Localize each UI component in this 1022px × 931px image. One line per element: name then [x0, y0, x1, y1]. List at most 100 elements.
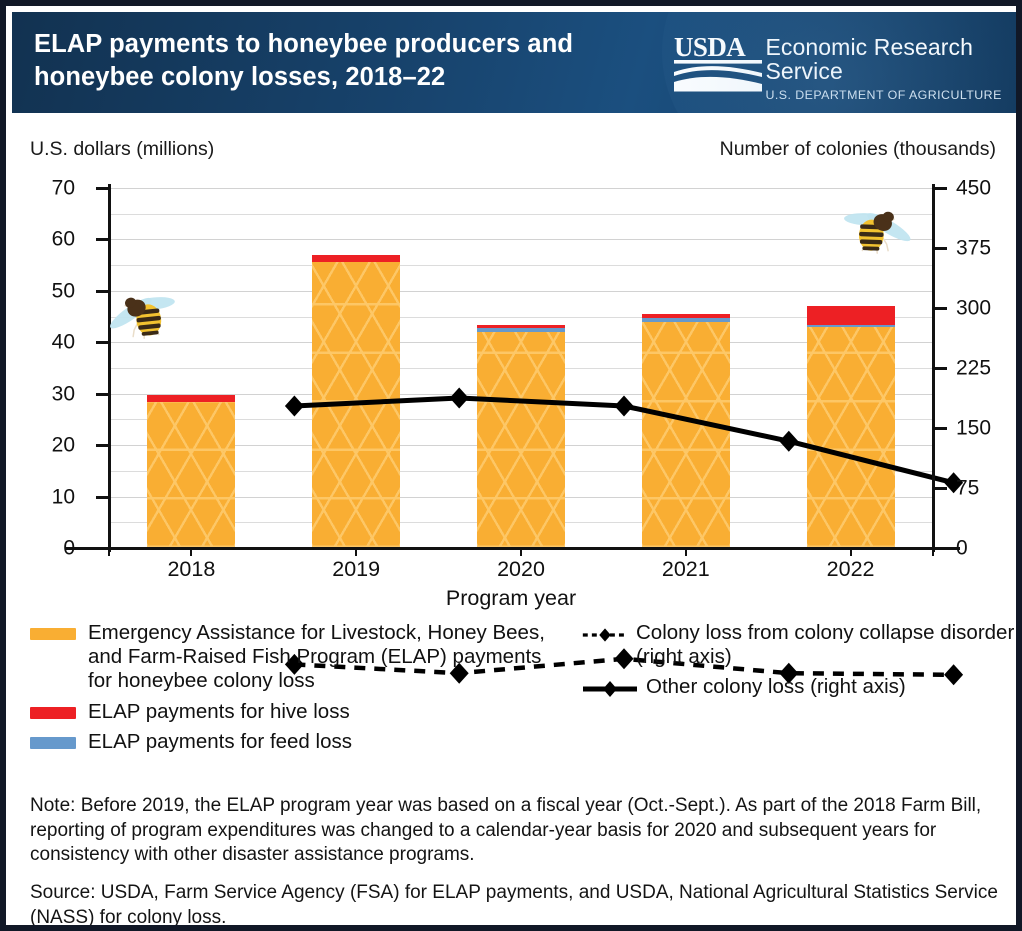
- data-point-marker[interactable]: [284, 395, 304, 417]
- left-axis-title: U.S. dollars (millions): [30, 138, 215, 160]
- x-axis-tick: [520, 547, 522, 556]
- legend-item[interactable]: ELAP payments for feed loss: [30, 730, 550, 754]
- right-axis-tick-label: 450: [956, 176, 992, 200]
- right-axis-line: [932, 184, 935, 552]
- bar-segment[interactable]: [477, 328, 565, 332]
- bar-segment[interactable]: [641, 321, 730, 548]
- plot-area: [109, 188, 964, 686]
- x-axis-tick-label: 2019: [332, 557, 381, 581]
- legend-item-label: Colony loss from colony collapse disorde…: [636, 621, 1015, 669]
- data-point-marker[interactable]: [449, 387, 469, 409]
- gridline: [109, 188, 933, 189]
- bar-segment[interactable]: [806, 325, 895, 327]
- x-axis-tick: [932, 547, 934, 556]
- legend-column-lines: Colony loss from colony collapse disorde…: [582, 621, 1016, 706]
- data-point-marker[interactable]: [614, 648, 634, 670]
- page-title: ELAP payments to honeybee producers and …: [34, 30, 574, 91]
- agency-subtitle: U.S. DEPARTMENT OF AGRICULTURE: [765, 88, 1002, 103]
- gridline: [109, 265, 933, 267]
- bar-group-2022[interactable]: [806, 188, 895, 548]
- bar-segment[interactable]: [806, 326, 895, 548]
- chart-header: ELAP payments to honeybee producers and …: [12, 12, 1016, 113]
- x-axis-line: [66, 547, 960, 550]
- left-axis-tick: [96, 289, 109, 293]
- bar-segment[interactable]: [477, 324, 565, 329]
- x-axis-tick-label: 2018: [167, 557, 216, 581]
- usda-swoosh-icon: [674, 60, 762, 92]
- data-point-marker[interactable]: [944, 472, 964, 494]
- bar-segment[interactable]: [641, 314, 730, 318]
- legend-item-label: ELAP payments for hive loss: [88, 699, 350, 723]
- x-axis-tick-label: 2020: [497, 557, 545, 581]
- chart-footnotes: Note: Before 2019, the ELAP program year…: [30, 794, 1008, 925]
- right-axis-tick-label: 300: [956, 296, 992, 320]
- bar-group-2021[interactable]: [641, 188, 730, 548]
- bar-group-2020[interactable]: [477, 188, 565, 548]
- usda-logo-icon: USDA: [674, 32, 762, 92]
- bar-segment[interactable]: [147, 401, 236, 548]
- right-axis-tick-label: 375: [956, 236, 992, 260]
- legend-item[interactable]: ELAP payments for hive loss: [30, 700, 550, 724]
- left-axis-tick-label: 10: [51, 485, 75, 509]
- legend-column-bars: Emergency Assistance for Livestock, Hone…: [30, 621, 550, 760]
- left-axis-line: [108, 184, 111, 552]
- legend-color-swatch: [30, 628, 76, 640]
- x-axis-tick: [108, 547, 110, 556]
- legend-item-label: Emergency Assistance for Livestock, Hone…: [88, 621, 545, 693]
- gridline: [109, 239, 933, 241]
- usda-branding: USDA Economic Research Service U.S. DEPA…: [674, 32, 1016, 103]
- legend-color-swatch: [30, 706, 76, 719]
- right-axis-tick: [934, 487, 947, 490]
- data-point-marker[interactable]: [944, 664, 964, 686]
- x-axis-tick: [684, 547, 687, 556]
- left-axis-tick-label: 40: [51, 330, 75, 354]
- right-axis-tick: [934, 187, 947, 190]
- right-axis-tick: [934, 427, 947, 430]
- x-axis-tick-label: 2022: [826, 557, 875, 581]
- legend-item-label: Other colony loss (right axis): [646, 675, 906, 699]
- chart-note: Note: Before 2019, the ELAP program year…: [30, 795, 982, 866]
- legend-item[interactable]: Emergency Assistance for Livestock, Hone…: [30, 621, 550, 694]
- usda-agency-text: Economic Research Service U.S. DEPARTMEN…: [765, 34, 1016, 103]
- data-point-marker[interactable]: [779, 430, 799, 452]
- left-axis-tick: [96, 392, 109, 396]
- right-axis-tick-label: 150: [956, 416, 992, 440]
- left-axis-tick-label: 70: [51, 176, 75, 200]
- solid-line-swatch-icon: [583, 681, 637, 698]
- data-point-marker[interactable]: [284, 653, 304, 675]
- gridline: [109, 290, 933, 292]
- bar-segment[interactable]: [641, 317, 730, 322]
- left-axis-tick: [96, 187, 109, 190]
- left-axis-tick: [96, 444, 109, 448]
- x-axis-tick: [355, 547, 358, 556]
- right-axis-tick: [934, 367, 947, 370]
- left-axis-tick: [96, 238, 109, 242]
- bar-segment[interactable]: [147, 395, 236, 402]
- bar-group-2018[interactable]: [147, 188, 236, 548]
- x-axis-tick-label: 2021: [661, 557, 710, 581]
- honeybee-icon: [837, 202, 913, 269]
- left-axis-tick: [96, 547, 109, 550]
- bar-segment[interactable]: [477, 332, 565, 548]
- data-point-marker[interactable]: [449, 662, 469, 684]
- right-axis-tick-label: 225: [956, 356, 992, 380]
- left-axis-tick-label: 30: [51, 382, 75, 406]
- x-axis-tick: [849, 547, 852, 556]
- bar-segment[interactable]: [806, 306, 895, 326]
- dashed-line-swatch-icon: [582, 628, 628, 642]
- data-point-marker[interactable]: [779, 662, 799, 684]
- left-axis-tick: [96, 341, 109, 345]
- legend-item[interactable]: Colony loss from colony collapse disorde…: [582, 621, 1016, 669]
- x-axis-title: Program year: [445, 586, 577, 610]
- usda-wordmark: USDA: [674, 32, 746, 62]
- gridline: [109, 213, 933, 215]
- left-axis-tick: [96, 495, 109, 499]
- right-axis-tick-label: 0: [956, 536, 968, 560]
- legend-item[interactable]: Other colony loss (right axis): [582, 675, 1016, 699]
- left-axis-tick-label: 60: [51, 227, 75, 251]
- left-axis-tick-label: 20: [51, 433, 75, 457]
- bar-segment[interactable]: [312, 254, 401, 262]
- right-axis-tick: [934, 307, 947, 310]
- data-point-marker[interactable]: [614, 395, 634, 417]
